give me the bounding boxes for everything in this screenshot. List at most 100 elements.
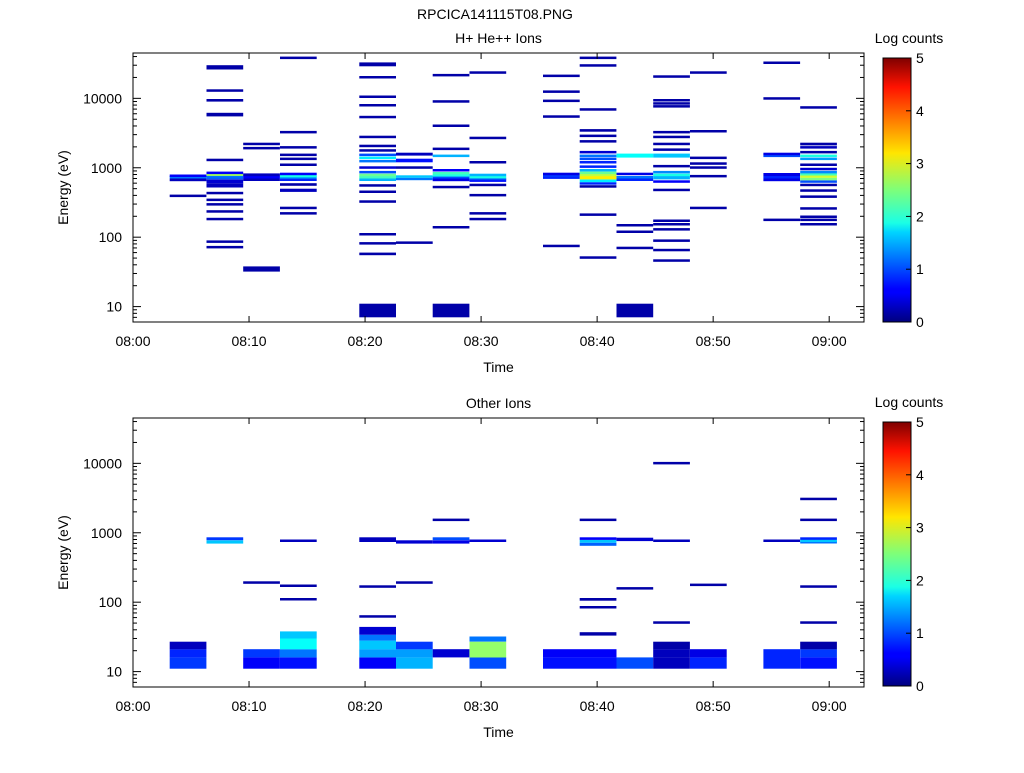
heatmap-cell	[763, 97, 801, 100]
heatmap-cell	[243, 266, 280, 272]
heatmap-cell	[800, 215, 837, 218]
heatmap-cell	[280, 539, 317, 542]
heatmap-cell	[469, 161, 507, 164]
heatmap-cell	[579, 632, 617, 636]
heatmap-cell	[616, 303, 654, 318]
heatmap-cell	[800, 180, 837, 183]
heatmap-cell	[543, 657, 617, 669]
heatmap-cell	[396, 166, 433, 169]
heatmap-cell	[616, 246, 654, 250]
heatmap-cell	[469, 173, 507, 177]
heatmap-cell	[579, 179, 617, 183]
heatmap-cell	[432, 176, 470, 179]
heatmap-cell	[280, 176, 317, 179]
heatmap-cell	[359, 153, 396, 157]
heatmap-cell	[800, 189, 837, 192]
heatmap-cell	[206, 174, 244, 178]
colorbar-label: Log counts	[875, 394, 944, 410]
heatmap-cell	[432, 178, 470, 182]
heatmap-cell	[800, 142, 837, 146]
heatmap-cell	[800, 157, 837, 161]
heatmap-cell	[763, 152, 801, 156]
heatmap-cell	[579, 176, 617, 180]
heatmap-cell	[653, 153, 690, 158]
heatmap-cell	[432, 169, 470, 172]
heatmap-cell	[280, 584, 317, 587]
heatmap-cell	[800, 183, 837, 187]
y-tick-label: 1000	[91, 525, 122, 541]
heatmap-cell	[579, 154, 617, 158]
heatmap-cell	[206, 245, 244, 249]
heatmap-cell	[432, 124, 470, 127]
colorbar-tick-label: 5	[916, 50, 924, 66]
heatmap-cell	[763, 173, 801, 176]
heatmap-cell	[359, 144, 396, 148]
heatmap-cell	[653, 223, 690, 226]
heatmap-cell	[579, 185, 617, 188]
heatmap-cell	[206, 89, 244, 92]
heatmap-cell	[169, 176, 207, 179]
heatmap-cell	[800, 170, 837, 174]
x-tick-label: 08:20	[348, 333, 383, 349]
heatmap-cell	[280, 163, 317, 166]
heatmap-cell	[359, 115, 396, 119]
heatmap-cell	[653, 248, 690, 252]
heatmap-cell	[800, 223, 837, 226]
heatmap-cell	[690, 206, 727, 210]
heatmap-cell	[653, 164, 690, 168]
heatmap-cell	[579, 213, 617, 216]
heatmap-cell	[359, 104, 396, 107]
heatmap-cell	[169, 641, 207, 650]
heatmap-cell	[543, 244, 580, 248]
colorbar-label: Log counts	[875, 30, 944, 46]
heatmap-cell	[690, 130, 727, 133]
heatmap-cell	[280, 153, 317, 157]
heatmap-cell	[653, 657, 690, 669]
heatmap-cell	[432, 226, 470, 229]
heatmap-cell	[206, 240, 244, 243]
heatmap-cell	[206, 99, 244, 102]
heatmap-cell	[169, 194, 207, 198]
colorbar-tick-label: 0	[916, 314, 924, 330]
heatmap-cell	[243, 176, 280, 179]
heatmap-cell	[243, 657, 280, 669]
heatmap-cell	[763, 178, 801, 182]
heatmap-cell	[543, 174, 580, 177]
heatmap-cell	[653, 102, 690, 105]
heatmap-cell	[800, 518, 837, 522]
heatmap-cell	[280, 178, 317, 181]
heatmap-cell	[359, 178, 396, 181]
x-tick-label: 08:30	[464, 698, 499, 714]
heatmap-cell	[206, 210, 244, 213]
heatmap-cell	[653, 180, 690, 183]
heatmap-cell	[469, 176, 507, 179]
heatmap-cell	[800, 146, 837, 149]
x-tick-label: 09:00	[812, 698, 847, 714]
heatmap-cell	[579, 173, 617, 177]
heatmap-cell	[206, 112, 244, 117]
heatmap-cell	[280, 631, 317, 639]
heatmap-cell	[280, 657, 317, 669]
heatmap-cell	[359, 156, 396, 160]
heatmap-cell	[690, 649, 727, 658]
colorbar-tick-label: 1	[916, 261, 924, 277]
heatmap-cell	[763, 218, 801, 222]
heatmap-cell	[359, 626, 396, 635]
heatmap-cell	[359, 95, 396, 98]
heatmap-cell	[359, 200, 396, 203]
heatmap-cell	[800, 207, 837, 210]
heatmap-cell	[616, 587, 654, 590]
y-tick-label: 1000	[91, 160, 122, 176]
heatmap-cell	[280, 174, 317, 177]
heatmap-cell	[432, 537, 470, 541]
heatmap-cell	[359, 657, 396, 669]
x-tick-label: 08:10	[232, 698, 267, 714]
heatmap-cell	[653, 135, 690, 139]
y-axis-label: Energy (eV)	[55, 150, 71, 225]
heatmap-cell	[653, 649, 690, 658]
heatmap-cell	[396, 657, 433, 669]
heatmap-cell	[653, 461, 690, 465]
heatmap-cell	[616, 230, 654, 233]
heatmap-cell	[579, 256, 617, 259]
heatmap-cell	[359, 173, 396, 177]
